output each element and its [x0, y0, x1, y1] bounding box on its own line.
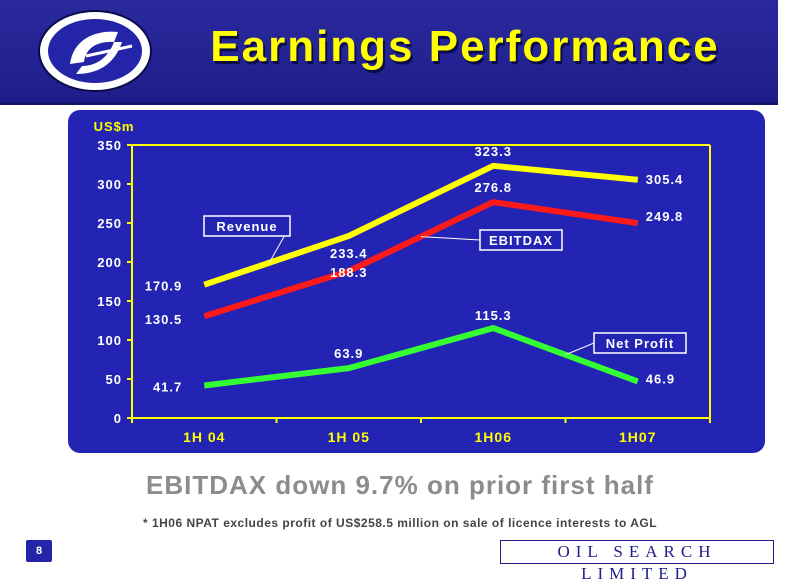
y-tick-label: 350: [97, 138, 122, 153]
headline: EBITDAX down 9.7% on prior first half: [146, 470, 654, 500]
y-tick-label: 150: [97, 294, 122, 309]
ebitdax-callout-label: EBITDAX: [489, 233, 553, 248]
chart-panel: [68, 110, 765, 453]
ebitdax-data-label: 249.8: [646, 209, 684, 224]
x-tick-label: 1H 05: [328, 429, 370, 445]
revenue-callout-label: Revenue: [216, 219, 277, 234]
slide-title: Earnings Performance: [210, 22, 720, 71]
net-profit-data-label: 115.3: [475, 308, 512, 323]
net-profit-data-label: 46.9: [646, 371, 675, 386]
y-tick-label: 300: [97, 177, 122, 192]
y-tick-label: 100: [97, 333, 122, 348]
net-profit-data-label: 41.7: [153, 379, 182, 394]
ebitdax-data-label: 130.5: [145, 312, 183, 327]
oil-search-logo: [38, 10, 152, 92]
y-tick-label: 50: [106, 372, 122, 387]
revenue-data-label: 323.3: [474, 144, 512, 159]
net-profit-callout-pointer: [565, 342, 595, 356]
ebitdax-data-label: 188.3: [330, 265, 368, 280]
x-tick-label: 1H 04: [183, 429, 225, 445]
ebitdax-callout-pointer: [420, 236, 481, 241]
revenue-data-label: 305.4: [646, 172, 684, 187]
x-tick-label: 1H06: [475, 429, 512, 445]
y-axis-title: US$m: [94, 119, 135, 134]
ebitdax-data-label: 276.8: [474, 180, 512, 195]
earnings-line-chart: 0 50 100 150 200 250 300 350 1H 04 1H 05 1H06 1H07 U…: [94, 119, 711, 445]
net-profit-line: [203, 325, 639, 389]
revenue-callout-box: [203, 215, 291, 237]
page-number: 8: [26, 540, 52, 562]
net-profit-callout-box: [593, 332, 687, 354]
ebitdax-callout-box: [479, 229, 563, 251]
y-tick-label: 200: [97, 255, 122, 270]
footnote: * 1H06 NPAT excludes profit of US$258.5 …: [142, 516, 658, 530]
y-tick-label: 0: [114, 411, 122, 426]
y-tick-label: 250: [97, 216, 122, 231]
revenue-data-label: 170.9: [145, 279, 183, 294]
revenue-data-label: 233.4: [330, 246, 368, 261]
net-profit-callout-label: Net Profit: [606, 336, 675, 351]
net-profit-data-label: 63.9: [334, 346, 363, 361]
company-name: OIL SEARCH LIMITED: [500, 540, 774, 583]
revenue-line: [203, 162, 639, 288]
x-tick-label: 1H07: [619, 429, 656, 445]
